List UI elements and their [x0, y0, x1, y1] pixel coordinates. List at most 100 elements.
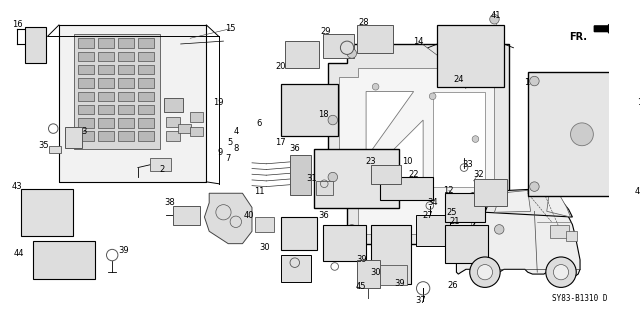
Bar [419, 218, 446, 242]
Polygon shape [376, 120, 423, 196]
Text: 31: 31 [307, 174, 317, 183]
Text: 45: 45 [356, 282, 367, 291]
Bar [150, 158, 171, 171]
Polygon shape [204, 193, 252, 244]
Text: 10: 10 [402, 157, 412, 167]
Bar [178, 124, 191, 133]
Text: 39: 39 [394, 279, 404, 288]
Text: 35: 35 [38, 141, 49, 150]
Bar [445, 193, 485, 222]
Text: 29: 29 [320, 27, 330, 36]
Circle shape [490, 14, 499, 24]
Text: 18: 18 [318, 110, 328, 119]
Bar [138, 38, 154, 48]
Bar [452, 232, 464, 242]
Text: FR.: FR. [568, 32, 587, 41]
Bar [280, 84, 337, 136]
Bar [98, 92, 114, 101]
Bar [374, 228, 407, 280]
Circle shape [472, 136, 479, 142]
Circle shape [554, 264, 568, 280]
Bar [449, 228, 484, 259]
Bar [78, 92, 94, 101]
Text: 36: 36 [318, 211, 329, 219]
Polygon shape [547, 190, 570, 217]
Bar [98, 131, 114, 141]
Circle shape [620, 76, 630, 86]
Bar [138, 65, 154, 74]
Bar [138, 131, 154, 141]
Bar [445, 225, 488, 263]
Text: 39: 39 [118, 246, 129, 255]
Text: 13: 13 [637, 99, 640, 108]
Text: 8: 8 [233, 144, 239, 153]
Bar [138, 118, 154, 128]
Text: 30: 30 [259, 243, 269, 252]
Bar [31, 198, 45, 206]
Bar [314, 149, 399, 208]
Bar [118, 52, 134, 61]
Text: SY83-B1310 D: SY83-B1310 D [552, 293, 607, 303]
Circle shape [372, 84, 379, 90]
Text: 43: 43 [12, 182, 22, 191]
Text: 33: 33 [463, 160, 473, 169]
Text: 42: 42 [635, 187, 640, 196]
Circle shape [328, 172, 337, 182]
Text: 34: 34 [428, 198, 438, 207]
Text: 28: 28 [358, 18, 369, 26]
Bar [118, 118, 134, 128]
Text: 36: 36 [289, 144, 300, 153]
Bar [78, 38, 94, 48]
Bar [371, 225, 411, 284]
Text: 7: 7 [225, 153, 231, 163]
Bar [166, 117, 180, 127]
Bar [78, 118, 94, 128]
Bar [25, 27, 45, 63]
Bar [528, 72, 637, 196]
Bar [383, 180, 429, 197]
Text: 26: 26 [447, 281, 458, 290]
Bar [138, 78, 154, 88]
Text: 1: 1 [524, 78, 529, 86]
Text: 39: 39 [356, 255, 367, 264]
Bar [356, 25, 393, 54]
Text: 12: 12 [444, 186, 454, 195]
Bar [98, 52, 114, 61]
Bar [118, 105, 134, 114]
Bar [447, 34, 495, 61]
Text: 30: 30 [371, 268, 381, 277]
Bar [468, 232, 479, 242]
Text: 11: 11 [254, 187, 265, 196]
Bar [285, 41, 319, 68]
Circle shape [530, 182, 539, 191]
Bar [288, 225, 298, 232]
Bar [280, 255, 311, 282]
Bar [433, 92, 485, 187]
Text: 17: 17 [275, 138, 286, 147]
Bar [118, 131, 134, 141]
Circle shape [634, 189, 640, 198]
Text: 16: 16 [12, 20, 22, 29]
Circle shape [495, 225, 504, 234]
Text: 24: 24 [453, 75, 463, 84]
Text: 3: 3 [81, 127, 86, 136]
Bar [138, 52, 154, 61]
Polygon shape [456, 203, 580, 276]
Text: 41: 41 [491, 11, 502, 20]
Text: 15: 15 [225, 24, 236, 33]
Text: 9: 9 [218, 148, 223, 157]
Text: 6: 6 [256, 119, 261, 128]
Circle shape [470, 257, 500, 287]
Text: 21: 21 [449, 217, 460, 226]
Circle shape [347, 225, 356, 234]
Circle shape [429, 93, 436, 100]
Bar [280, 217, 317, 250]
Bar [78, 78, 94, 88]
Circle shape [530, 76, 539, 86]
Bar [26, 193, 68, 231]
Circle shape [328, 115, 337, 125]
Bar [118, 65, 134, 74]
Text: 23: 23 [365, 157, 376, 167]
Bar [255, 217, 274, 232]
Bar [98, 78, 114, 88]
